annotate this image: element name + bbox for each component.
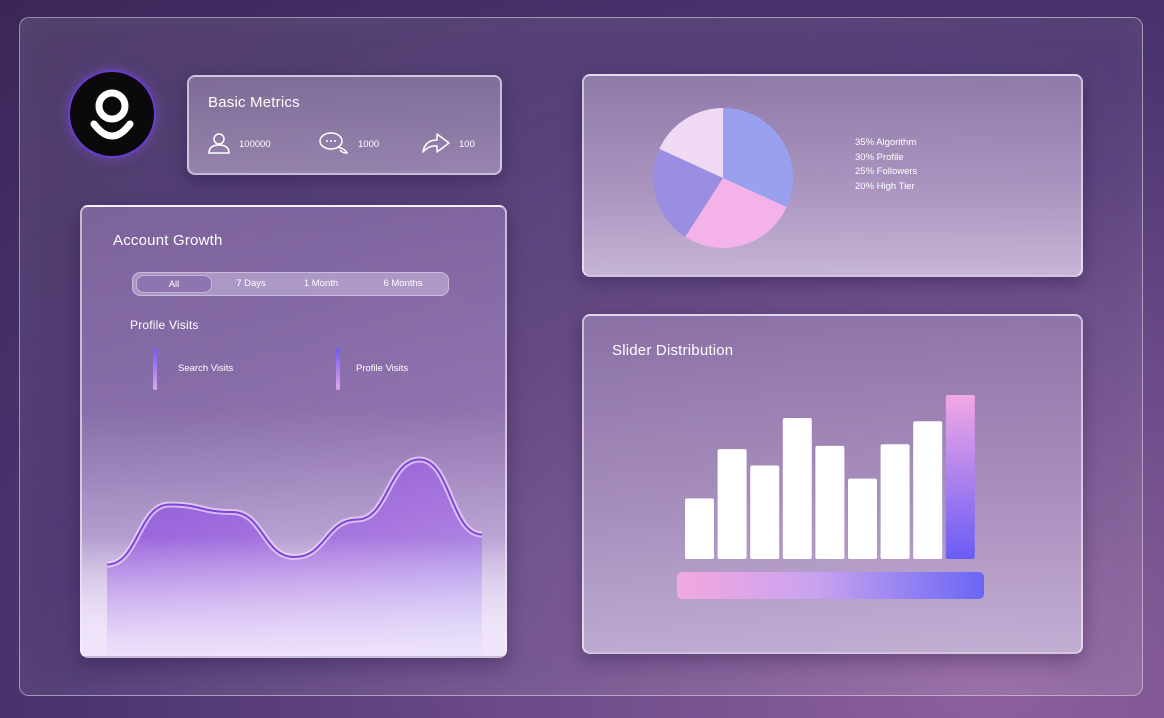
slider-distribution-card: Slider Distribution [582, 314, 1083, 654]
account-growth-card: Account Growth All 7 Days 1 Month 6 Mont… [80, 205, 507, 658]
metric-users[interactable]: 100000 [207, 132, 271, 157]
tab-7-days[interactable]: 7 Days [236, 278, 266, 289]
share-icon [421, 132, 451, 157]
metric-users-value: 100000 [239, 139, 271, 150]
distribution-slider[interactable] [677, 572, 984, 599]
metric-shares-value: 100 [459, 139, 475, 150]
bar[interactable] [848, 478, 877, 559]
slider-distribution-title: Slider Distribution [612, 342, 734, 359]
tab-6-months[interactable]: 6 Months [383, 278, 423, 289]
comments-icon [318, 131, 350, 158]
profile-visits-subtitle: Profile Visits [130, 318, 199, 332]
pie-slice-profile[interactable] [685, 178, 787, 248]
pie-chart [653, 108, 793, 248]
metric-shares[interactable]: 100 [421, 132, 475, 157]
pie-slice-algorithm[interactable] [723, 108, 793, 208]
pie-legend-followers: 25% Followers [855, 166, 918, 177]
pie-slice-high-tier[interactable] [659, 108, 723, 178]
legend-swatch-search [153, 348, 157, 390]
logo[interactable] [70, 72, 154, 156]
tab-all[interactable]: All [136, 275, 212, 293]
bar[interactable] [685, 498, 714, 559]
pie-slice-followers[interactable] [653, 148, 723, 237]
bar[interactable] [750, 465, 780, 559]
bar-highlighted[interactable] [945, 395, 975, 559]
bar[interactable] [880, 444, 910, 559]
basic-metrics-card: Basic Metrics 100000 1000 100 [187, 75, 502, 175]
g-logo-icon [90, 89, 134, 140]
time-range-tabs: All 7 Days 1 Month 6 Months [132, 272, 449, 296]
user-icon [207, 132, 231, 157]
bar[interactable] [815, 445, 845, 559]
legend-swatch-profile [336, 348, 340, 390]
area-series-line [106, 458, 483, 566]
legend-label-search: Search Visits [178, 363, 234, 374]
traffic-source-card: 35% Algorithm 30% Profile 25% Followers … [582, 74, 1083, 277]
metric-comments[interactable]: 1000 [318, 131, 379, 158]
basic-metrics-title: Basic Metrics [208, 94, 300, 111]
bar-chart [685, 395, 975, 559]
bar[interactable] [717, 449, 747, 559]
tab-1-month[interactable]: 1 Month [303, 278, 339, 289]
pie-legend-algorithm: 35% Algorithm [855, 137, 917, 148]
pie-legend-profile: 30% Profile [855, 151, 904, 163]
account-growth-title: Account Growth [113, 232, 223, 249]
pie-legend: 35% Algorithm 30% Profile 25% Followers … [855, 136, 917, 194]
metric-comments-value: 1000 [358, 139, 380, 150]
bar[interactable] [913, 421, 943, 559]
area-chart [82, 456, 505, 656]
bar[interactable] [782, 417, 812, 559]
legend-label-profile: Profile Visits [356, 363, 409, 374]
pie-legend-high-tier: 20% High Tier [855, 180, 915, 192]
